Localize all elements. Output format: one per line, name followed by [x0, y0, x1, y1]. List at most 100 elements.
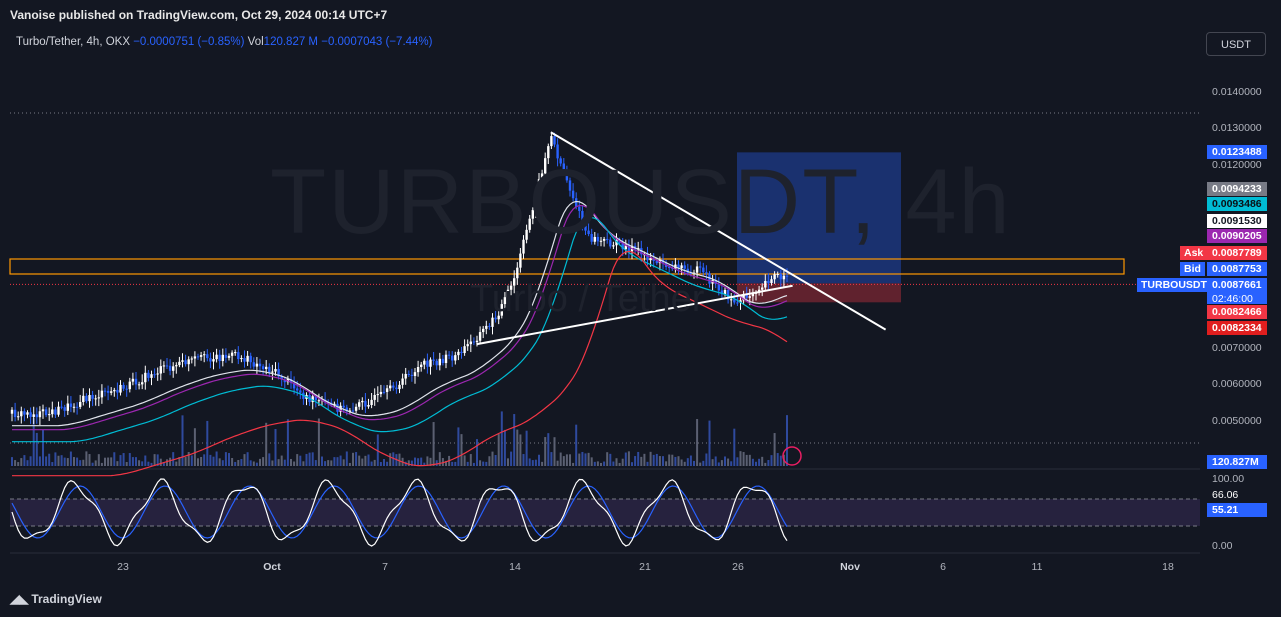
stoch-d-tag: 55.21	[1207, 503, 1267, 517]
candle-body	[432, 359, 435, 361]
volume-bar	[522, 454, 525, 466]
candle-body	[488, 325, 491, 327]
volume-bar	[460, 434, 463, 466]
price-tick: 0.0060000	[1212, 378, 1262, 390]
volume-bar	[209, 454, 212, 466]
candle-body	[475, 340, 479, 343]
candle-body	[181, 360, 184, 362]
candle-body	[125, 388, 128, 390]
volume-bar	[714, 456, 717, 466]
volume-bar	[606, 452, 609, 466]
volume-bar	[249, 460, 252, 466]
candle-body	[44, 409, 48, 416]
volume-bar	[441, 458, 444, 466]
candle-body	[147, 372, 150, 378]
candle-body	[602, 238, 606, 241]
candle-body	[38, 411, 42, 418]
volume-bar	[432, 422, 435, 466]
candle-body	[534, 198, 538, 211]
volume-bar	[745, 454, 748, 466]
candle-body	[575, 198, 578, 207]
candle-body	[82, 395, 85, 403]
legend-vol-change: −0.0007043 (−7.44%)	[321, 36, 433, 48]
candle-body	[624, 244, 627, 250]
volume-bar	[562, 456, 565, 466]
volume-bar	[507, 458, 509, 466]
ema-white-line	[12, 200, 788, 427]
candle-body	[339, 405, 342, 412]
volume-bar	[494, 455, 497, 466]
publisher-text: Vanoise published on TradingView.com, Oc…	[10, 8, 388, 22]
candle-body	[460, 351, 463, 354]
candle-body	[683, 265, 686, 269]
candle-body	[451, 355, 454, 361]
ema-teal-price-tag: 0.0093486	[1207, 197, 1267, 211]
candle-body	[705, 272, 708, 274]
candle-body	[150, 374, 153, 378]
volume-bar	[457, 427, 460, 466]
volume-bar	[125, 462, 128, 466]
volume-bar	[538, 454, 540, 466]
volume-bar	[228, 453, 230, 466]
volume-bar	[541, 461, 544, 466]
publish-header: Vanoise published on TradingView.com, Oc…	[0, 0, 1281, 28]
candle-body	[627, 244, 631, 252]
volume-bar	[559, 452, 562, 466]
volume-bar	[417, 458, 420, 466]
volume-bar	[389, 453, 392, 466]
bar-countdown: 02:46:00	[1212, 293, 1253, 305]
candle-body	[292, 382, 296, 389]
candle-body	[466, 344, 469, 347]
candle-body	[165, 365, 169, 367]
volume-bar	[640, 456, 643, 466]
volume-bar	[472, 462, 475, 466]
currency-button[interactable]: USDT	[1206, 32, 1266, 56]
candle-body	[178, 361, 181, 366]
volume-bar	[668, 454, 671, 466]
volume-bar	[277, 459, 280, 466]
tradingview-logo[interactable]: ◢◣ TradingView	[10, 592, 102, 606]
volume-bar	[407, 460, 410, 466]
legend-symbol[interactable]: Turbo/Tether, 4h, OKX	[16, 36, 130, 48]
volume-bar	[423, 462, 426, 466]
volume-bar	[153, 454, 156, 466]
volume-bar	[184, 457, 187, 466]
volume-bar	[100, 462, 103, 466]
volume-bar	[110, 457, 113, 466]
candle-body	[184, 360, 187, 365]
volume-bar	[476, 439, 478, 466]
volume-bar	[414, 457, 416, 466]
volume-bar	[299, 455, 302, 466]
volume-bar	[237, 459, 240, 466]
volume-bar	[466, 461, 469, 466]
volume-bar	[35, 432, 38, 466]
volume-bar	[274, 429, 277, 466]
volume-bar	[513, 414, 516, 466]
volume-bar	[724, 456, 726, 466]
volume-bar	[646, 461, 649, 466]
volume-bar	[649, 451, 652, 466]
candle-body	[423, 360, 426, 365]
volume-bar	[51, 462, 54, 466]
ema-purple-price-tag: 0.0090205	[1207, 229, 1267, 243]
volume-bar	[169, 457, 172, 466]
volume-bar	[575, 424, 578, 466]
candle-body	[587, 230, 590, 235]
candle-body	[94, 398, 97, 400]
candle-body	[215, 354, 218, 360]
alert-icon	[782, 446, 802, 466]
volume-bar	[181, 415, 184, 466]
volume-bar	[218, 458, 221, 466]
volume-bar	[234, 461, 237, 466]
candle-body	[296, 388, 299, 391]
candle-body	[367, 405, 370, 407]
volume-bar	[358, 455, 361, 466]
candle-body	[398, 384, 401, 390]
candle-body	[686, 268, 689, 274]
candle-body	[652, 258, 655, 261]
candle-body	[26, 412, 29, 415]
ema-teal-line	[12, 216, 788, 443]
candle-body	[134, 378, 138, 385]
volume-bar	[587, 452, 590, 466]
